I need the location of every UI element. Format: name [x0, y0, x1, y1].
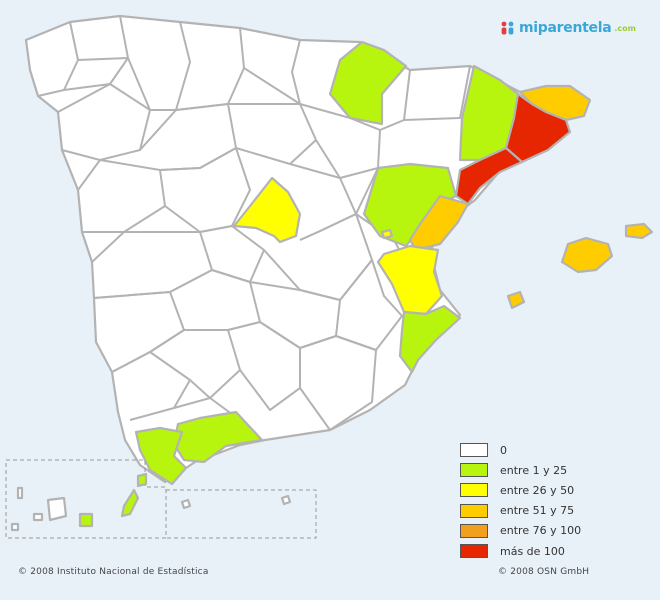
canary-island: [78, 512, 94, 528]
province-castellon: [408, 194, 470, 252]
island-ibiza: [506, 290, 526, 310]
brand-logo: miparentela .com: [500, 20, 636, 36]
canary-island: [46, 496, 68, 522]
province-barcelona: [504, 92, 572, 164]
legend-item: entre 76 y 100: [460, 521, 581, 541]
legend-swatch: [460, 544, 488, 559]
province-cadiz: [134, 426, 188, 486]
enclave-ceuta: [180, 498, 192, 510]
legend: 0 entre 1 y 25 entre 26 y 50 entre 51 y …: [460, 440, 581, 561]
copyright-osn: © 2008 OSN GmbH: [498, 567, 590, 577]
legend-swatch: [460, 443, 488, 458]
province-madrid: [232, 176, 302, 244]
people-logo-icon: [501, 21, 514, 35]
canary-island: [32, 512, 44, 522]
legend-swatch: [460, 463, 488, 478]
legend-swatch: [460, 523, 488, 538]
legend-label: entre 51 y 75: [500, 504, 575, 518]
legend-swatch: [460, 483, 488, 498]
canary-island: [136, 472, 148, 488]
legend-item: entre 1 y 25: [460, 460, 581, 480]
canary-islands: [10, 472, 148, 532]
enclave-melilla: [280, 494, 292, 506]
legend-swatch: [460, 503, 488, 518]
brand-logo-suffix: .com: [614, 23, 636, 33]
legend-label: entre 76 y 100: [500, 524, 582, 538]
copyright-ine: © 2008 Instituto Nacional de Estadística: [18, 567, 209, 577]
inset-frames: [5, 459, 317, 539]
canary-island: [120, 488, 140, 518]
legend-item: más de 100: [460, 541, 581, 561]
province-huesca: [328, 40, 408, 126]
island-mallorca: [560, 236, 614, 274]
legend-item: entre 51 y 75: [460, 501, 581, 521]
legend-item: 0: [460, 440, 581, 460]
legend-label: 0: [500, 443, 507, 457]
island-menorca: [624, 222, 654, 240]
province-alicante: [398, 304, 462, 374]
legend-label: más de 100: [500, 544, 565, 558]
province-borders: [37, 15, 471, 431]
enclave-small: [380, 228, 394, 240]
brand-logo-text: miparentela: [519, 20, 612, 36]
province-tarragona: [454, 146, 524, 206]
legend-label: entre 26 y 50: [500, 483, 575, 497]
canary-island: [10, 522, 20, 532]
canary-island: [16, 486, 24, 500]
legend-item: entre 26 y 50: [460, 480, 581, 500]
ceuta-melilla: [180, 494, 292, 510]
province-valencia: [376, 244, 444, 316]
legend-label: entre 1 y 25: [500, 463, 568, 477]
